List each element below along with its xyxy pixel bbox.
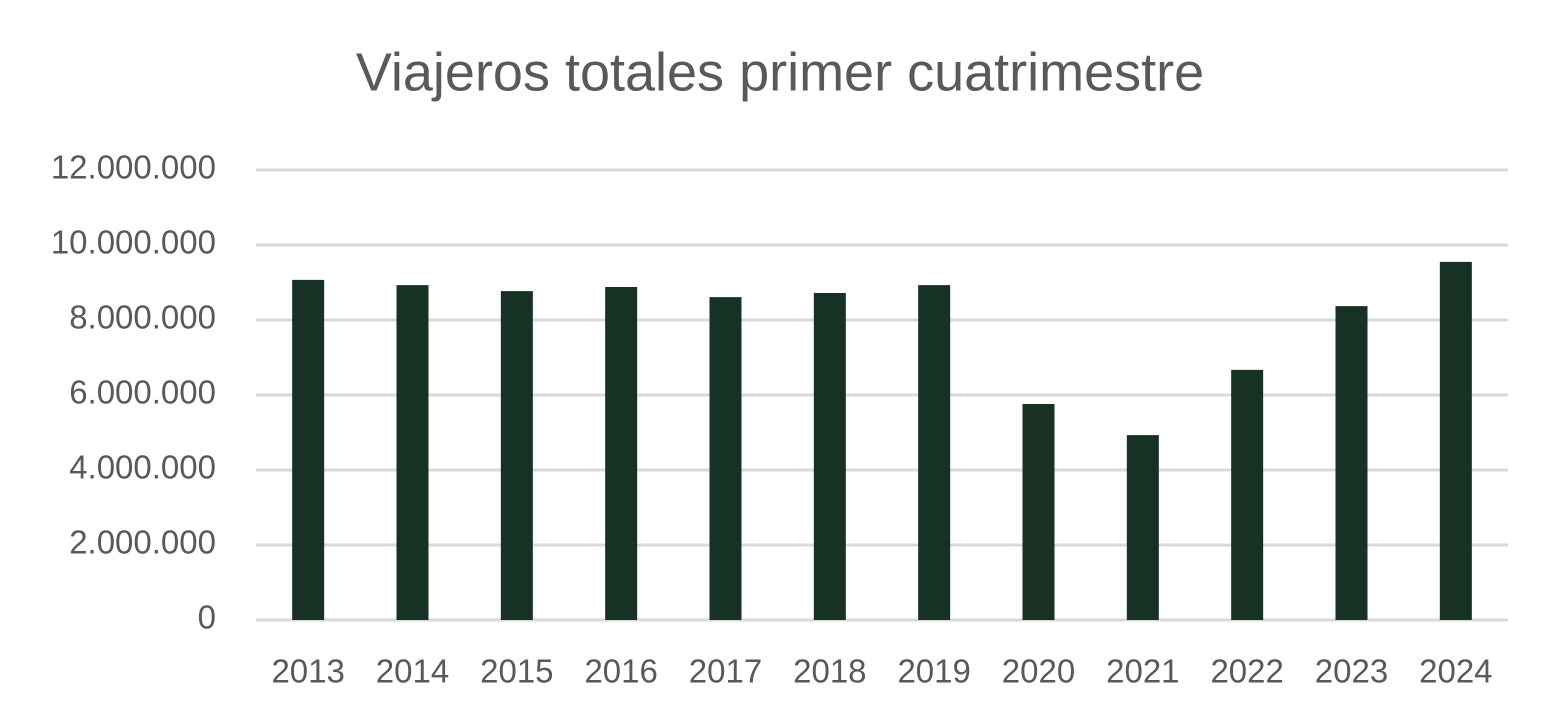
bar bbox=[1126, 435, 1159, 620]
y-tick-label: 10.000.000 bbox=[51, 224, 216, 261]
y-tick-label: 12.000.000 bbox=[51, 149, 216, 186]
x-tick-label: 2024 bbox=[1419, 653, 1492, 690]
bar bbox=[1022, 404, 1055, 620]
x-tick-label: 2020 bbox=[1002, 653, 1075, 690]
x-tick-label: 2018 bbox=[793, 653, 866, 690]
bar bbox=[500, 291, 533, 620]
bar bbox=[605, 287, 638, 620]
x-tick-label: 2019 bbox=[897, 653, 970, 690]
x-tick-label: 2016 bbox=[584, 653, 657, 690]
y-tick-label: 4.000.000 bbox=[69, 449, 216, 486]
x-tick-label: 2021 bbox=[1106, 653, 1179, 690]
y-tick-label: 8.000.000 bbox=[69, 299, 216, 336]
bar bbox=[292, 279, 325, 620]
bar bbox=[1439, 261, 1472, 620]
bar bbox=[813, 293, 846, 620]
x-tick-label: 2014 bbox=[376, 653, 449, 690]
x-tick-label: 2013 bbox=[271, 653, 344, 690]
bar bbox=[1335, 306, 1368, 620]
x-tick-label: 2017 bbox=[689, 653, 762, 690]
y-tick-label: 0 bbox=[198, 599, 216, 636]
x-tick-label: 2023 bbox=[1315, 653, 1388, 690]
y-tick-label: 2.000.000 bbox=[69, 524, 216, 561]
y-tick-label: 6.000.000 bbox=[69, 374, 216, 411]
bar bbox=[918, 285, 951, 620]
x-tick-label: 2015 bbox=[480, 653, 553, 690]
bar bbox=[709, 297, 742, 620]
bar bbox=[396, 285, 429, 620]
x-tick-label: 2022 bbox=[1210, 653, 1283, 690]
chart-title: Viajeros totales primer cuatrimestre bbox=[356, 42, 1204, 102]
bar bbox=[1231, 369, 1264, 620]
